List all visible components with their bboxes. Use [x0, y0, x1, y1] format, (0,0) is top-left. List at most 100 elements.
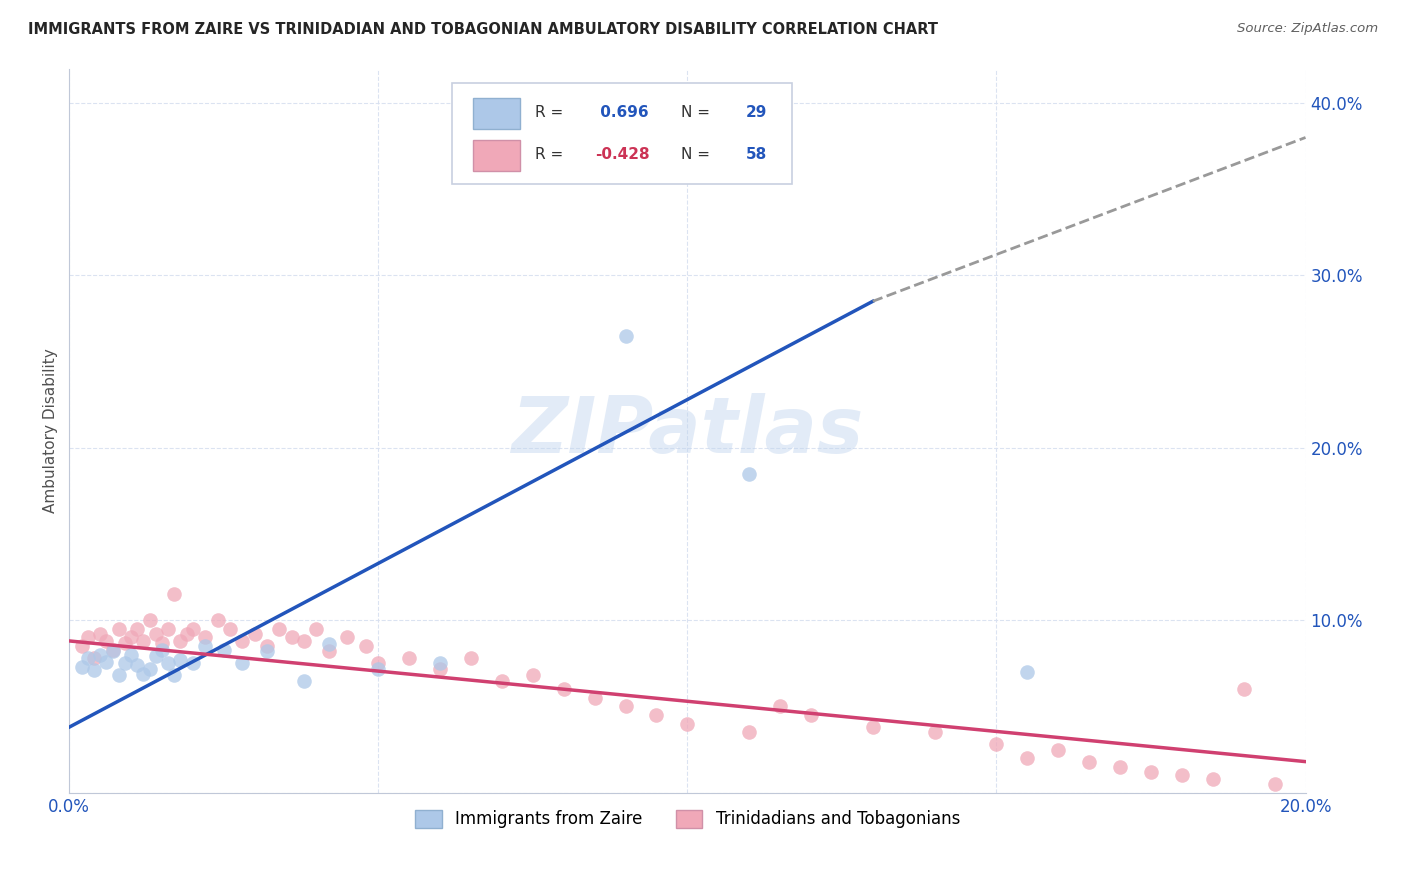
Point — [89, 648, 111, 662]
Point — [181, 657, 204, 671]
Point — [114, 635, 136, 649]
Bar — [474, 140, 520, 170]
Text: IMMIGRANTS FROM ZAIRE VS TRINIDADIAN AND TOBAGONIAN AMBULATORY DISABILITY CORREL: IMMIGRANTS FROM ZAIRE VS TRINIDADIAN AND… — [28, 22, 938, 37]
Point — [231, 657, 253, 671]
Point — [194, 631, 217, 645]
Point — [1078, 755, 1101, 769]
Point — [169, 634, 191, 648]
Text: 58: 58 — [745, 147, 766, 162]
Point — [96, 655, 118, 669]
Point — [127, 658, 149, 673]
Point — [163, 668, 186, 682]
Point — [145, 627, 167, 641]
Point — [676, 716, 699, 731]
Text: N =: N = — [681, 147, 716, 162]
Point — [292, 673, 315, 688]
Point — [120, 631, 142, 645]
Point — [207, 613, 229, 627]
Point — [1109, 760, 1132, 774]
Point — [194, 639, 217, 653]
Point — [243, 627, 266, 641]
Point — [769, 699, 792, 714]
Point — [800, 708, 823, 723]
Point — [645, 708, 668, 723]
Point — [101, 644, 124, 658]
Point — [429, 661, 451, 675]
Point — [1140, 764, 1163, 779]
Point — [862, 720, 884, 734]
Point — [231, 634, 253, 648]
Point — [96, 634, 118, 648]
Point — [132, 666, 155, 681]
Point — [138, 661, 160, 675]
Point — [157, 657, 180, 671]
Legend: Immigrants from Zaire, Trinidadians and Tobagonians: Immigrants from Zaire, Trinidadians and … — [408, 803, 966, 835]
Point — [157, 622, 180, 636]
Point — [318, 644, 340, 658]
Point — [181, 622, 204, 636]
Point — [614, 328, 637, 343]
Point — [986, 738, 1008, 752]
Point — [1202, 772, 1225, 786]
Point — [70, 660, 93, 674]
Point — [460, 651, 482, 665]
Text: R =: R = — [536, 105, 568, 120]
Text: -0.428: -0.428 — [595, 147, 650, 162]
Point — [76, 651, 98, 665]
Point — [107, 668, 129, 682]
Text: 0.696: 0.696 — [595, 105, 648, 120]
Text: 29: 29 — [745, 105, 766, 120]
Point — [132, 634, 155, 648]
Point — [738, 467, 761, 481]
Point — [256, 639, 278, 653]
Point — [522, 668, 544, 682]
Point — [114, 657, 136, 671]
Text: R =: R = — [536, 147, 568, 162]
Point — [70, 639, 93, 653]
Point — [138, 613, 160, 627]
Point — [145, 649, 167, 664]
Point — [1264, 777, 1286, 791]
Text: N =: N = — [681, 105, 716, 120]
Point — [101, 642, 124, 657]
Point — [76, 631, 98, 645]
Point — [83, 651, 105, 665]
Y-axis label: Ambulatory Disability: Ambulatory Disability — [44, 348, 58, 513]
Point — [1047, 742, 1070, 756]
Point — [367, 657, 389, 671]
Point — [107, 622, 129, 636]
Point — [1017, 751, 1039, 765]
Text: Source: ZipAtlas.com: Source: ZipAtlas.com — [1237, 22, 1378, 36]
Point — [1171, 768, 1194, 782]
Point — [83, 663, 105, 677]
Point — [553, 682, 575, 697]
Point — [150, 635, 173, 649]
Point — [269, 622, 291, 636]
Point — [89, 627, 111, 641]
Point — [169, 653, 191, 667]
Point — [163, 587, 186, 601]
Point — [583, 690, 606, 705]
Point — [354, 639, 377, 653]
Point — [318, 637, 340, 651]
Point — [176, 627, 198, 641]
Point — [1233, 682, 1256, 697]
Point — [336, 631, 359, 645]
Bar — [474, 98, 520, 128]
FancyBboxPatch shape — [453, 83, 793, 185]
Point — [120, 648, 142, 662]
Point — [398, 651, 420, 665]
Text: ZIPatlas: ZIPatlas — [512, 392, 863, 468]
Point — [924, 725, 946, 739]
Point — [429, 657, 451, 671]
Point — [491, 673, 513, 688]
Point — [292, 634, 315, 648]
Point — [1017, 665, 1039, 679]
Point — [127, 622, 149, 636]
Point — [212, 642, 235, 657]
Point — [256, 644, 278, 658]
Point — [150, 642, 173, 657]
Point — [738, 725, 761, 739]
Point — [614, 699, 637, 714]
Point — [305, 622, 328, 636]
